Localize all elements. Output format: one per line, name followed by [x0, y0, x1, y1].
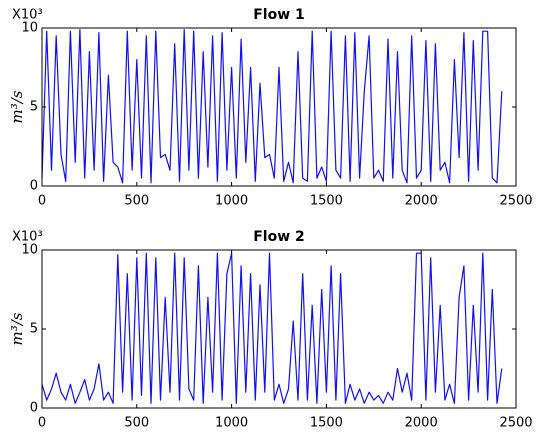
y-tick-label: 5	[30, 100, 38, 115]
x-tick-label: 1000	[215, 194, 248, 209]
y-multiplier: X10³	[12, 8, 43, 23]
x-tick-label: 1000	[215, 416, 248, 431]
y-tick-label: 0	[30, 179, 38, 194]
x-tick-label: 0	[38, 416, 46, 431]
x-tick-label: 2500	[499, 194, 532, 209]
y-tick-label: 0	[30, 401, 38, 416]
x-tick-label: 1500	[310, 194, 343, 209]
chart-title: Flow 2	[253, 229, 305, 245]
x-tick-label: 500	[124, 194, 149, 209]
chart-title: Flow 1	[253, 7, 305, 23]
x-tick-label: 2000	[405, 194, 438, 209]
y-tick-label: 10	[21, 243, 38, 258]
y-tick-label: 10	[21, 21, 38, 36]
flow-line	[41, 252, 503, 404]
x-tick-label: 2500	[499, 416, 532, 431]
y-multiplier: X10³	[12, 230, 43, 245]
y-tick-label: 5	[30, 322, 38, 337]
flow-line	[41, 29, 503, 184]
x-tick-label: 2000	[405, 416, 438, 431]
x-tick-label: 1500	[310, 416, 343, 431]
x-tick-label: 500	[124, 416, 149, 431]
y-axis-label: m³/s	[8, 90, 26, 123]
y-axis-label: m³/s	[8, 312, 26, 345]
x-tick-label: 0	[38, 194, 46, 209]
